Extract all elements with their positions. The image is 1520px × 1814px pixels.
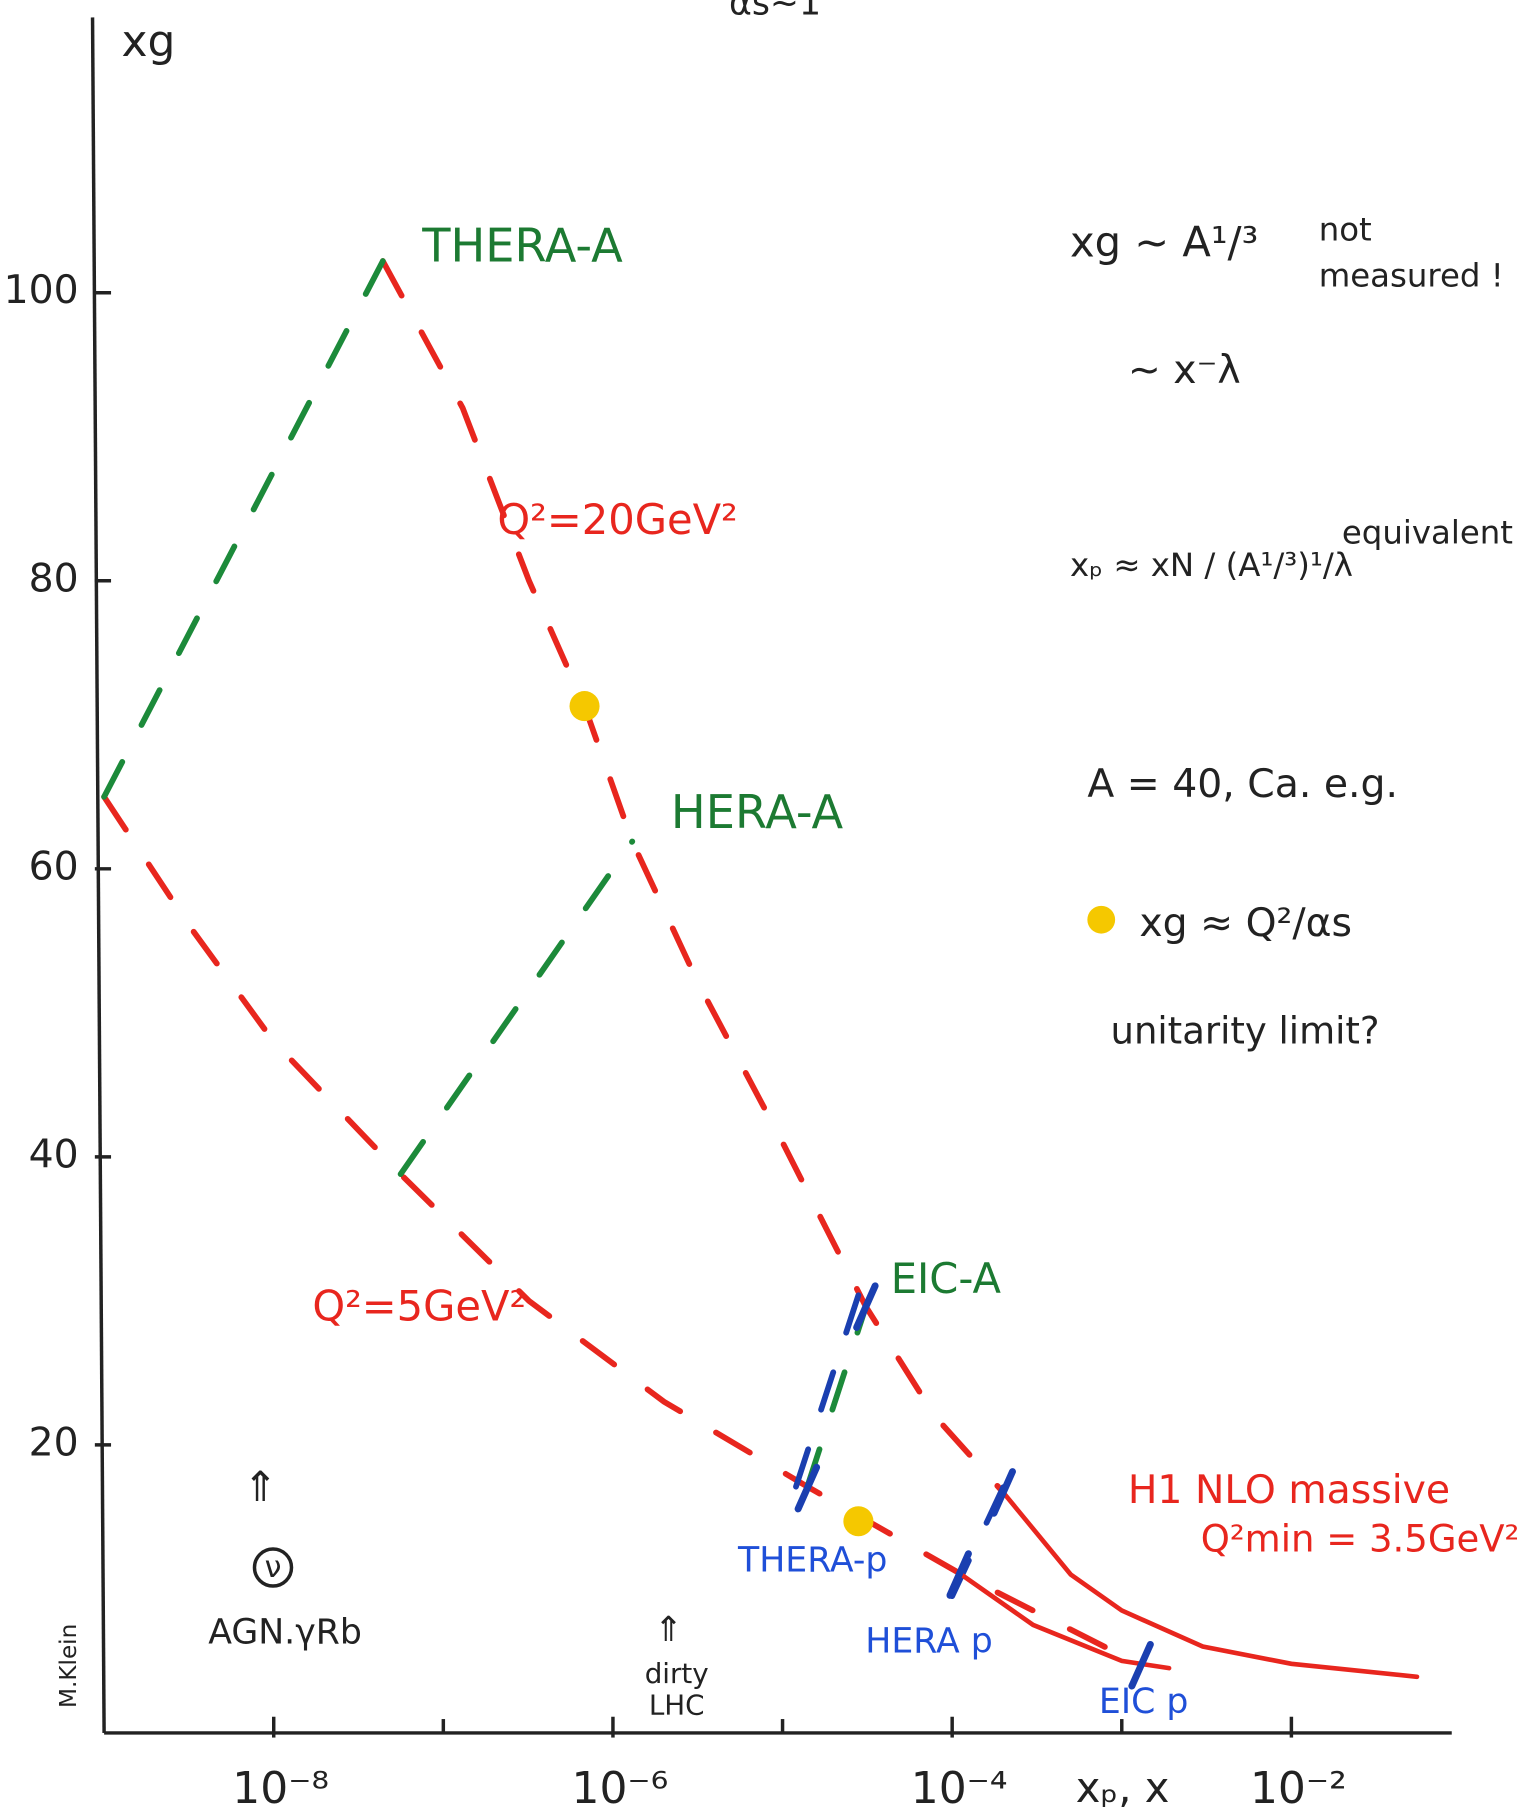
annotation: EIC p xyxy=(1099,1682,1188,1722)
x-tick-label: 10⁻⁸ xyxy=(232,1763,329,1814)
annotation: EIC-A xyxy=(891,1254,1002,1303)
annotation: M.Klein xyxy=(56,1624,82,1708)
chart: αs~1 xg xₚ, x 20 40 60 80 100 10⁻⁸ 10⁻⁶ 10⁻⁴ 10⁻… xyxy=(0,0,1520,1814)
annotation: not xyxy=(1319,210,1372,248)
annotation: AGN.γRb xyxy=(208,1612,362,1652)
blue-marker xyxy=(994,1472,1013,1514)
annotation: dirty xyxy=(645,1657,709,1690)
y-tick-label: 80 xyxy=(29,555,79,601)
annotation: THERA-p xyxy=(737,1541,887,1581)
series-label: H1 NLO massive xyxy=(1128,1467,1450,1513)
chart-title: αs~1 xyxy=(729,0,821,24)
y-tick-label: 100 xyxy=(4,267,79,313)
series-line xyxy=(104,261,383,797)
page: {"chart_data": { "type": "line", "title"… xyxy=(0,0,1520,1814)
series-label: Q²=20GeV² xyxy=(497,495,737,544)
annotation: ~ x⁻λ xyxy=(1128,347,1241,393)
annotation: ν xyxy=(265,1550,282,1585)
y-axis-label: xg xyxy=(121,16,175,67)
annotation: unitarity limit? xyxy=(1111,1010,1380,1053)
y-axis xyxy=(93,17,105,1732)
annotation: measured ! xyxy=(1319,257,1504,295)
y-tick-label: 60 xyxy=(29,843,79,889)
series-line xyxy=(807,1307,866,1487)
y-tick-label: 40 xyxy=(29,1131,79,1177)
legend-dot xyxy=(1087,906,1115,934)
annotation: Q²min = 3.5GeV² xyxy=(1201,1517,1520,1560)
series-line xyxy=(104,797,1141,1665)
annotation: ⇑ xyxy=(243,1462,278,1511)
annotation: equivalent x xyxy=(1342,514,1520,552)
annotation: xₚ ≈ xN / (A¹/³)¹/λ xyxy=(1070,546,1353,584)
annotation: ⇑ xyxy=(654,1610,683,1650)
yellow-point xyxy=(569,691,599,721)
annotation: HERA p xyxy=(865,1622,992,1662)
series-label: Q²=5GeV² xyxy=(312,1282,526,1331)
x-tick-label: 10⁻² xyxy=(1250,1763,1347,1814)
x-axis-label: xₚ, x xyxy=(1076,1763,1170,1812)
annotation: LHC xyxy=(649,1688,705,1721)
y-tick-label: 20 xyxy=(29,1419,79,1465)
annotation: xg ≈ Q²/αs xyxy=(1139,900,1352,946)
yellow-point xyxy=(843,1506,873,1536)
annotation: A = 40, Ca. e.g. xyxy=(1087,761,1398,807)
annotation: HERA-A xyxy=(671,785,844,839)
x-tick-label: 10⁻⁶ xyxy=(572,1763,669,1814)
series-line xyxy=(796,1295,858,1487)
annotation: xg ~ A¹/³ xyxy=(1070,217,1258,266)
blue-marker xyxy=(950,1554,969,1596)
annotation: THERA-A xyxy=(421,218,623,272)
x-tick-label: 10⁻⁴ xyxy=(911,1763,1008,1814)
series-line xyxy=(401,841,633,1174)
